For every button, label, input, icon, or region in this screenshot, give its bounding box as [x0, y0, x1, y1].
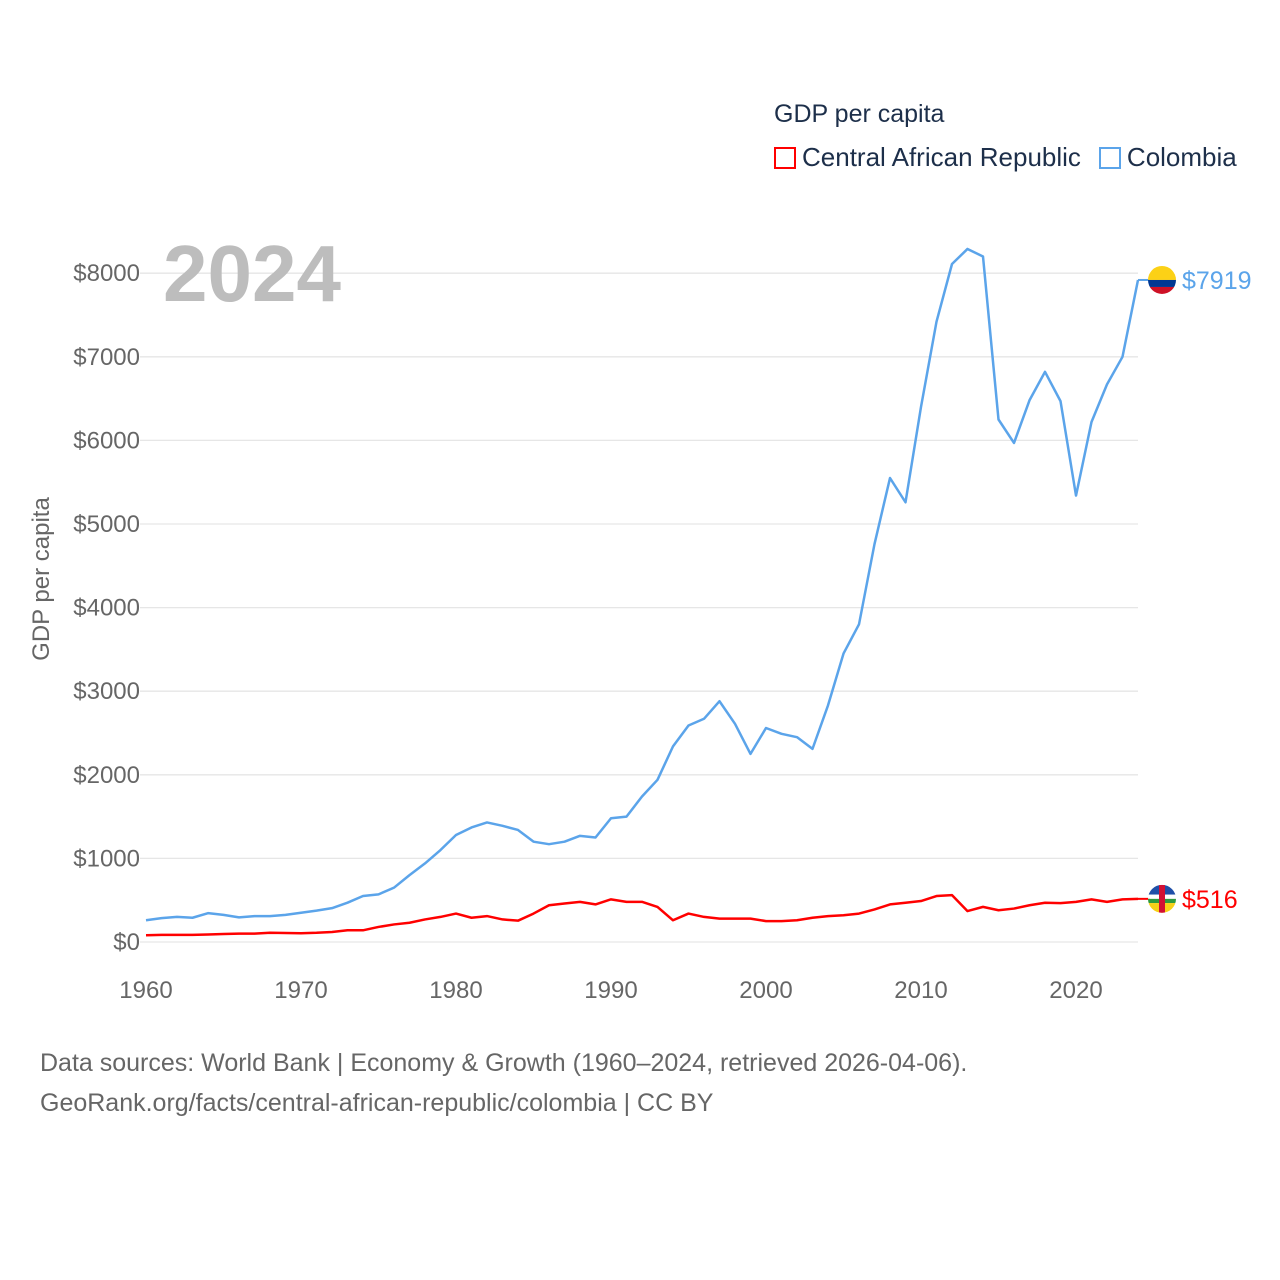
y-tick-label: $3000 [73, 678, 140, 705]
y-axis-label: GDP per capita [28, 497, 55, 661]
x-tick-label: 1980 [429, 977, 482, 1004]
series-line-car [145, 893, 1139, 937]
y-tick-label: $5000 [73, 511, 140, 538]
car-flag-icon [1148, 884, 1176, 913]
x-tick-label: 1970 [274, 977, 327, 1004]
series-end-label: $7919 [1182, 267, 1252, 295]
x-tick-label: 2000 [739, 977, 792, 1004]
legend-item-colombia[interactable]: Colombia [1098, 142, 1237, 173]
series-line-colombia [145, 247, 1140, 922]
y-tick-label: $8000 [73, 260, 140, 287]
x-tick-label: 1990 [584, 977, 637, 1004]
legend-label: Colombia [1126, 142, 1237, 172]
legend-label: Central African Republic [802, 142, 1081, 172]
source-link[interactable]: GeoRank.org/facts/central-african-republ… [40, 1089, 714, 1117]
footer: Data sources: World Bank | Economy & Gro… [40, 1043, 967, 1123]
colombia-flag-icon [1148, 265, 1176, 294]
data-sources: Data sources: World Bank | Economy & Gro… [40, 1049, 968, 1077]
y-tick-label: $1000 [73, 845, 140, 872]
legend-swatch-colombia [1098, 146, 1121, 169]
legend-swatch-car [774, 146, 796, 169]
series-end-label: $516 [1182, 886, 1238, 914]
y-tick-label: $4000 [73, 595, 140, 622]
x-tick-label: 2020 [1049, 977, 1102, 1004]
year-label: 2024 [163, 229, 341, 318]
legend-item-car[interactable]: Central African Republic [774, 142, 1081, 173]
x-tick-label: 1960 [119, 977, 172, 1004]
y-tick-label: $7000 [73, 344, 140, 371]
legend-title: GDP per capita [774, 100, 945, 128]
y-tick-label: $6000 [73, 427, 140, 454]
legend: Central African Republic Colombia [774, 142, 1237, 173]
y-tick-label: $2000 [73, 762, 140, 789]
x-tick-label: 2010 [894, 977, 947, 1004]
y-tick-label: $0 [113, 929, 140, 956]
